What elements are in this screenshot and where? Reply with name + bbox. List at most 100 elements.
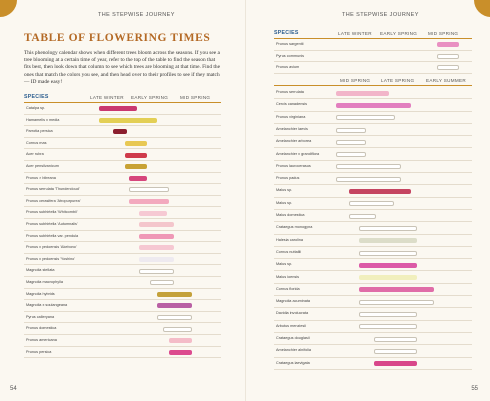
bloom-bar [436, 53, 459, 59]
bloom-bar [99, 117, 157, 123]
bloom-bar [373, 361, 418, 367]
table-row: Prunus x yedoensis 'Yoshino' [24, 254, 221, 266]
species-name: Amelanchier arborea [276, 139, 312, 144]
bloom-bar [150, 280, 174, 286]
table-row: Prunus laurocerasus [274, 161, 472, 174]
bloom-bar [99, 106, 137, 112]
species-name: Prunus persica [26, 349, 52, 354]
species-name: Amelanchier laevis [276, 126, 308, 131]
table-row: Davidia involucrata [274, 308, 472, 321]
species-name: Prunus sargentii [276, 42, 304, 46]
species-name: Prunus domestica [26, 326, 57, 331]
bloom-bar [336, 102, 411, 108]
table-row: Prunus serrulata [274, 87, 472, 100]
page-title: TABLE OF FLOWERING TIMES [24, 32, 211, 44]
table-row: Magnolia hybrids [24, 289, 221, 301]
table-row: Catalpa sp. [24, 103, 221, 115]
table-row: Prunus sargentii [274, 39, 472, 51]
bloom-bar [348, 201, 394, 207]
corner-circle-decoration [474, 0, 490, 17]
bloom-bar [436, 42, 459, 48]
page-number-left: 54 [10, 386, 17, 392]
species-name: Parrotia persica [26, 129, 53, 134]
table-row: Parrotia persica [24, 126, 221, 138]
mid-spring-header: MID SPRING [180, 95, 211, 100]
species-name: Cornus nuttallii [276, 249, 302, 254]
table-row: Prunus persica [24, 347, 221, 359]
late-winter-header: LATE WINTER [338, 31, 372, 36]
bloom-bar [139, 268, 174, 274]
table-row: Amelanchier x grandiflora [274, 149, 472, 161]
bloom-bar [112, 129, 127, 135]
table-row: Magnolia acuminata [274, 296, 472, 309]
bloom-bar [139, 245, 174, 251]
table-row: Prunus padus [274, 173, 472, 186]
header-rule [274, 38, 472, 39]
early-summer-header: EARLY SUMMER [426, 78, 466, 83]
species-name: Davidia involucrata [276, 311, 309, 316]
species-header: SPECIES [274, 30, 299, 36]
table-row: Magnolia macrophylla [24, 277, 221, 289]
table-row: Acer pensilvanicum [24, 161, 221, 173]
corner-circle-decoration [0, 0, 17, 17]
species-name: Crataegus douglasii [276, 336, 310, 340]
species-name: Magnolia macrophylla [26, 280, 63, 284]
species-name: Acer pensilvanicum [26, 164, 59, 168]
species-name: Magnolia hybrids [26, 291, 55, 296]
species-name: Prunus x yedoensis 'Akebono' [26, 245, 77, 250]
bloom-bar [156, 291, 192, 297]
bloom-bar [336, 115, 395, 121]
species-name: Crataegus monogyna [276, 225, 313, 230]
right-page: THE STEPWISE JOURNEY SPECIES LATE WINTER… [245, 0, 490, 401]
bloom-bar [129, 175, 147, 181]
early-spring-header: EARLY SPRING [380, 31, 418, 36]
running-head-right: THE STEPWISE JOURNEY [342, 12, 419, 18]
table-row: Amelanchier laevis [274, 124, 472, 137]
species-name: Prunus avium [276, 65, 300, 70]
bloom-bar [125, 164, 147, 170]
species-name: Prunus × blireana [26, 175, 56, 180]
species-name: Cercis canadensis [276, 102, 308, 107]
bloom-bar [373, 348, 418, 354]
table-row: Crataegus monogyna [274, 222, 472, 235]
mid-spring-header: MID SPRING [340, 78, 371, 83]
species-name: Prunus laurocerasus [276, 163, 311, 168]
table-row: Magnolia x soulangeana [24, 300, 221, 312]
species-name: Magnolia stellata [26, 268, 55, 273]
species-name: Malus sp. [276, 200, 293, 205]
table-row: Prunus subhirtella 'Autumnalis' [24, 219, 221, 231]
table-row: Crataegus laevigata [274, 358, 472, 370]
late-winter-header: LATE WINTER [90, 95, 124, 100]
table-row: Prunus cerasifera 'Atropurpurea' [24, 196, 221, 208]
species-name: Cornus florida [276, 286, 300, 291]
species-name: Cornus mas [26, 140, 47, 145]
bloom-bar [156, 315, 192, 321]
bloom-bar [125, 141, 147, 147]
bloom-bar [139, 222, 174, 228]
intro-paragraph: This phenology calendar shows when diffe… [24, 50, 220, 85]
species-name: Prunus virginiana [276, 114, 306, 119]
species-name: Hamamelis x media [26, 117, 60, 122]
bloom-bar [373, 336, 418, 342]
table-row: Pyrus calleryana [24, 312, 221, 324]
species-name: Malus domestica [276, 213, 305, 217]
species-name: Acer rubra [26, 152, 44, 157]
bloom-bar [348, 213, 376, 219]
bloom-bar [336, 152, 366, 158]
species-name: Malus ioensis [276, 274, 300, 279]
table-row: Acer rubra [24, 149, 221, 161]
species-name: Prunus subhirtella 'Whitcombii' [26, 210, 78, 215]
table-row: Malus sp. [274, 198, 472, 210]
bloom-bar [336, 127, 366, 133]
table-row: Pyrus communis [274, 51, 472, 63]
bloom-bar [139, 257, 174, 263]
table-row: Amelanchier alnifolia [274, 345, 472, 358]
bloom-bar [436, 65, 459, 71]
species-name: Prunus americana [26, 338, 57, 342]
bloom-bar [336, 139, 366, 145]
table-row: Malus ioensis [274, 272, 472, 284]
table-row: Prunus x yedoensis 'Akebono' [24, 242, 221, 254]
bloom-bar [129, 199, 169, 205]
header-rule [274, 85, 472, 86]
species-header: SPECIES [24, 94, 49, 100]
